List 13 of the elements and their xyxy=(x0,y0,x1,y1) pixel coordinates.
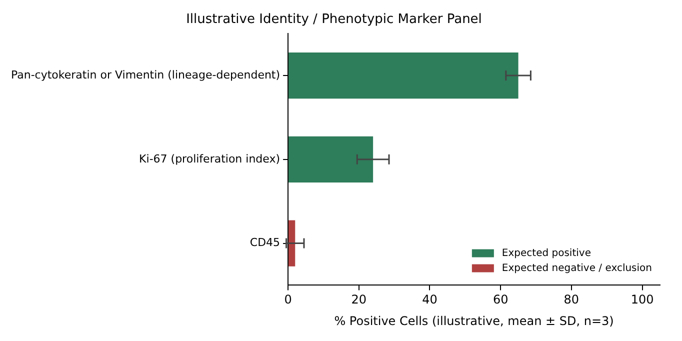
legend-label: Expected positive xyxy=(502,248,591,259)
x-axis-title: % Positive Cells (illustrative, mean ± SD, n=3) xyxy=(334,314,614,328)
legend-label: Expected negative / exclusion xyxy=(502,262,652,274)
y-tick-label: Ki-67 (proliferation index) xyxy=(139,152,280,166)
x-tick-label: 100 xyxy=(630,292,654,307)
x-tick-label: 0 xyxy=(284,292,292,307)
x-tick-label: 80 xyxy=(564,292,580,307)
y-tick-label: CD45 xyxy=(250,236,280,250)
x-tick-label: 60 xyxy=(492,292,508,307)
x-tick-label: 40 xyxy=(422,292,438,307)
y-tick-label: Pan-cytokeratin or Vimentin (lineage-dependent) xyxy=(10,68,280,82)
x-tick-label: 20 xyxy=(351,292,367,307)
chart-title: Illustrative Identity / Phenotypic Marker Panel xyxy=(186,12,482,28)
